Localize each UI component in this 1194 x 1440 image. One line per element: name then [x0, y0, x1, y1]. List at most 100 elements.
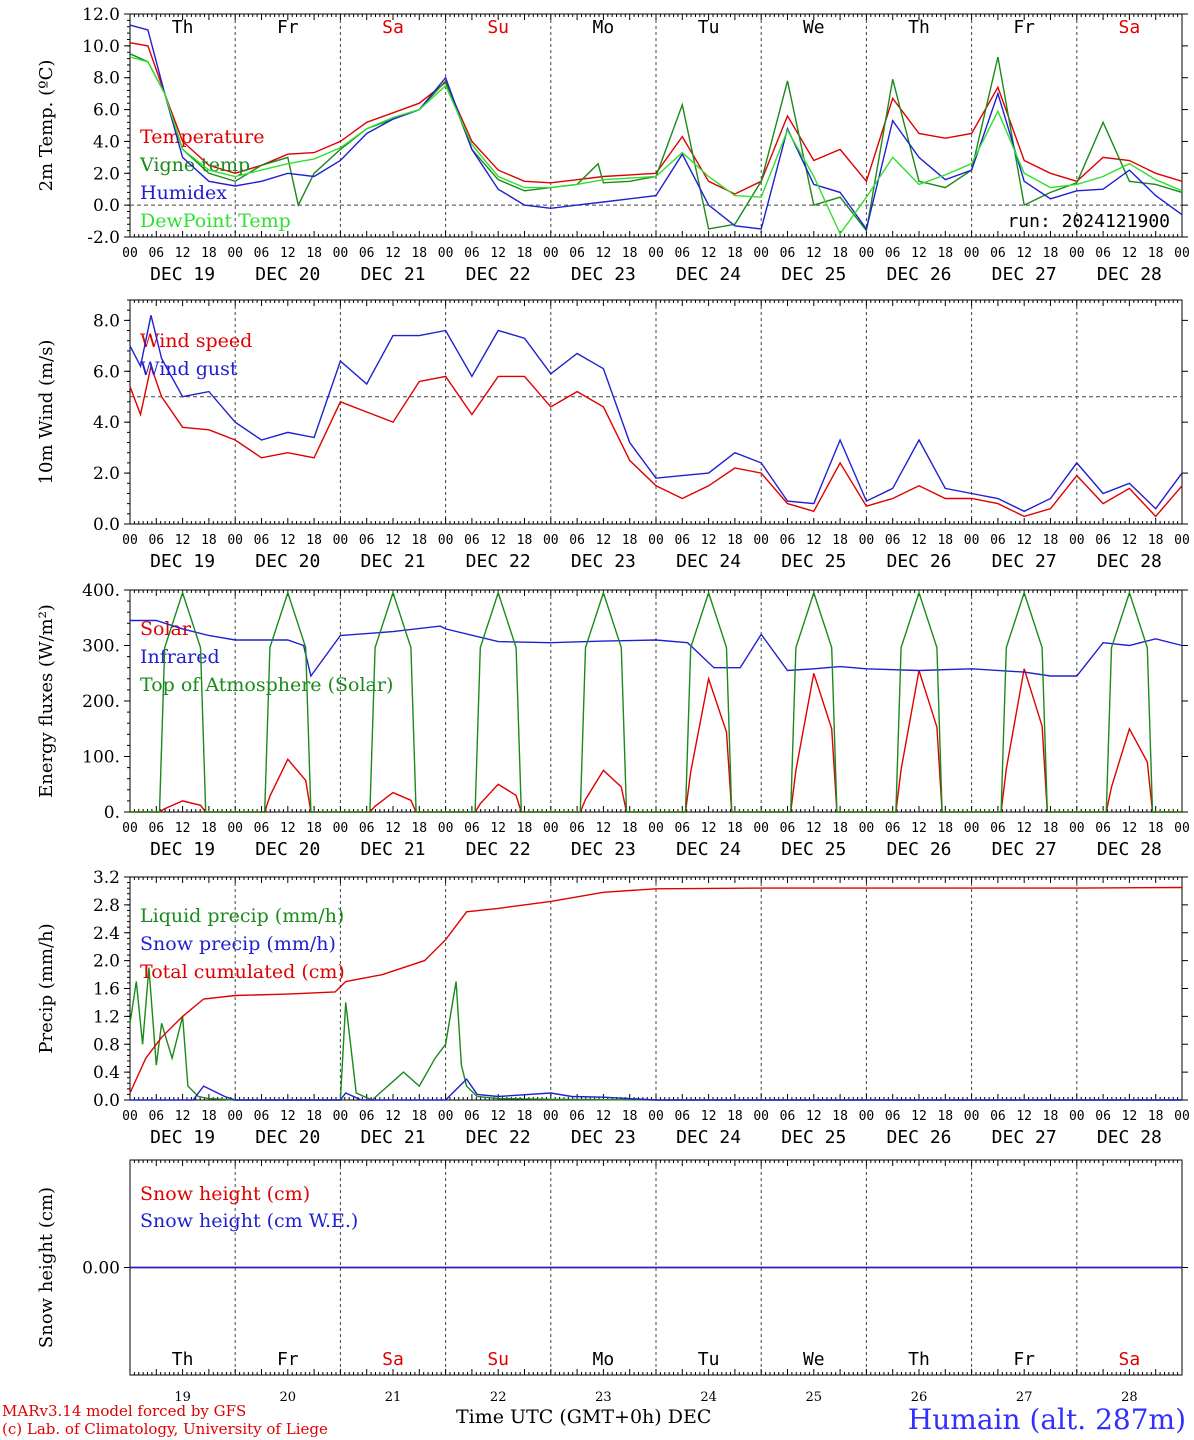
y-tick-label: 2.0 [93, 164, 120, 184]
x-hour-label: 06 [885, 246, 901, 261]
x-hour-label: 00 [227, 246, 243, 261]
x-hour-label: 00 [227, 821, 243, 836]
x-hour-label: 12 [806, 821, 822, 836]
x-date-label: DEC 24 [676, 839, 741, 860]
x-hour-label: 18 [622, 246, 638, 261]
x-hour-label: 06 [885, 533, 901, 548]
x-date-label: DEC 26 [886, 551, 951, 572]
y-tick-label: 6.0 [93, 362, 120, 382]
x-hour-label: 18 [201, 246, 217, 261]
x-hour-label: 06 [569, 821, 585, 836]
x-hour-label: 00 [122, 246, 138, 261]
x-hour-label: 18 [727, 533, 743, 548]
y-tick-label: 1.2 [93, 1007, 120, 1027]
x-hour-label: 18 [832, 533, 848, 548]
x-date-label: DEC 26 [886, 839, 951, 860]
y-axis-label: Energy fluxes (W/m²) [36, 604, 57, 798]
x-hour-label: 18 [411, 246, 427, 261]
legend-label: DewPoint Temp [140, 210, 291, 232]
y-tick-label: 2.0 [93, 952, 120, 972]
series-line-1 [129, 53, 1183, 233]
legend-label: Vigne temp [139, 154, 250, 176]
x-hour-label: 12 [911, 1109, 927, 1124]
x-hour-label: 00 [1069, 821, 1085, 836]
y-tick-label: 2.8 [93, 896, 120, 916]
x-hour-label: 12 [596, 821, 612, 836]
x-hour-label: 06 [780, 1109, 796, 1124]
series-line-2 [130, 590, 1182, 813]
x-hour-label: 18 [1043, 1109, 1059, 1124]
x-hour-label: 00 [1069, 533, 1085, 548]
x-hour-label: 06 [569, 533, 585, 548]
x-hour-label: 18 [517, 246, 533, 261]
x-hour-label: 00 [543, 246, 559, 261]
weekday-label: Mo [593, 1349, 615, 1370]
x-date-label: DEC 27 [992, 839, 1057, 860]
x-hour-label: 00 [333, 821, 349, 836]
x-hour-label: 12 [1016, 821, 1032, 836]
x-date-label: DEC 24 [676, 1127, 741, 1148]
day-number-label: 22 [490, 1390, 507, 1405]
legend-label: Liquid precip (mm/h) [140, 905, 344, 927]
x-date-label: DEC 22 [466, 551, 531, 572]
x-date-label: DEC 23 [571, 839, 636, 860]
x-hour-label: 06 [464, 246, 480, 261]
y-tick-label: -2.0 [87, 228, 120, 248]
x-hour-label: 12 [490, 533, 506, 548]
x-hour-label: 18 [201, 1109, 217, 1124]
legend-label: Snow precip (mm/h) [140, 933, 336, 955]
y-axis-label: 2m Temp. (ºC) [36, 60, 57, 192]
x-date-label: DEC 21 [360, 551, 425, 572]
x-date-label: DEC 25 [781, 264, 846, 285]
x-hour-label: 12 [280, 1109, 296, 1124]
x-hour-label: 06 [674, 1109, 690, 1124]
y-tick-label: 12.0 [82, 5, 120, 25]
x-hour-label: 00 [1069, 1109, 1085, 1124]
y-axis-label: Snow height (cm) [36, 1187, 57, 1348]
x-date-label: DEC 19 [150, 551, 215, 572]
day-number-label: 28 [1121, 1390, 1138, 1405]
weekday-label: Su [487, 17, 509, 38]
x-hour-label: 00 [648, 533, 664, 548]
legend-label: Temperature [140, 126, 264, 148]
x-date-label: DEC 20 [255, 1127, 320, 1148]
x-date-label: DEC 25 [781, 839, 846, 860]
x-hour-label: 06 [1095, 533, 1111, 548]
x-hour-label: 00 [543, 533, 559, 548]
weekday-label: Th [908, 17, 930, 38]
weekday-label: Th [172, 17, 194, 38]
x-hour-label: 06 [885, 821, 901, 836]
x-date-label: DEC 23 [571, 1127, 636, 1148]
x-hour-label: 18 [306, 246, 322, 261]
y-tick-label: 2.4 [93, 924, 120, 944]
x-hour-label: 00 [1174, 821, 1190, 836]
y-tick-label: 100. [82, 748, 120, 768]
y-tick-label: 0.8 [93, 1035, 120, 1055]
x-hour-label: 00 [964, 1109, 980, 1124]
x-hour-label: 18 [622, 533, 638, 548]
x-hour-label: 12 [1122, 246, 1138, 261]
x-hour-label: 06 [148, 533, 164, 548]
x-hour-label: 18 [411, 533, 427, 548]
x-hour-label: 00 [964, 821, 980, 836]
x-hour-label: 00 [227, 1109, 243, 1124]
x-hour-label: 12 [911, 533, 927, 548]
x-hour-label: 18 [517, 1109, 533, 1124]
x-hour-label: 06 [1095, 246, 1111, 261]
x-date-label: DEC 20 [255, 264, 320, 285]
x-date-label: DEC 21 [360, 264, 425, 285]
model-credit: MARv3.14 model forced by GFS (c) Lab. of… [2, 1402, 328, 1438]
x-axis-caption: Time UTC (GMT+0h) DEC [456, 1406, 712, 1428]
y-tick-label: 8.0 [93, 311, 120, 331]
x-date-label: DEC 25 [781, 1127, 846, 1148]
x-hour-label: 06 [359, 246, 375, 261]
x-hour-label: 00 [438, 821, 454, 836]
run-annotation: run: 2024121900 [1007, 211, 1170, 232]
x-hour-label: 12 [175, 533, 191, 548]
x-hour-label: 00 [859, 1109, 875, 1124]
x-hour-label: 00 [648, 821, 664, 836]
x-hour-label: 00 [333, 246, 349, 261]
x-hour-label: 12 [385, 1109, 401, 1124]
x-hour-label: 00 [753, 533, 769, 548]
